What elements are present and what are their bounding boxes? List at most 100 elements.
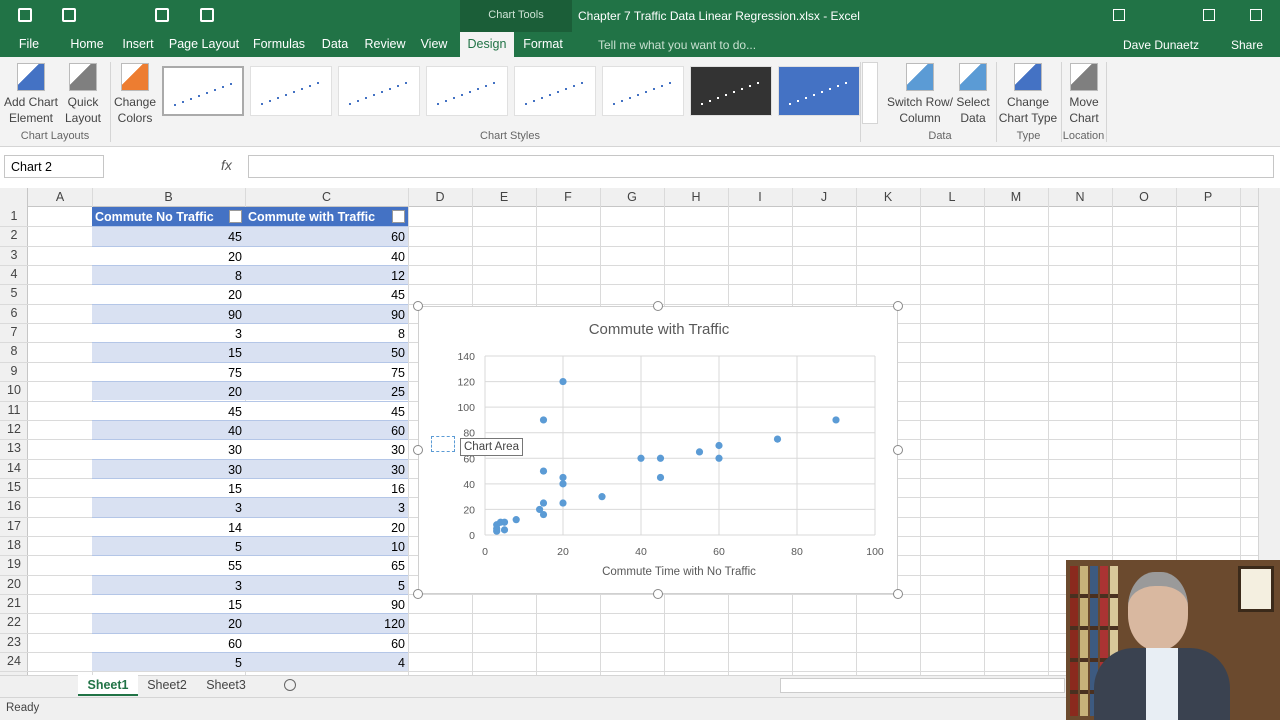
ribbon-tab[interactable]: Design [460,32,514,57]
toolbar-icon[interactable] [62,8,76,22]
window-control[interactable] [1113,9,1125,21]
column-header[interactable]: B [164,190,173,204]
toolbar-icon[interactable] [18,8,32,22]
selection-handle[interactable] [413,301,423,311]
column-header[interactable]: N [1075,190,1085,204]
selection-handle[interactable] [893,589,903,599]
filter-button[interactable] [229,210,242,223]
formula-input[interactable] [248,155,1274,178]
table-cell[interactable]: 120 [245,613,408,633]
row-header[interactable]: 24 [7,654,21,669]
toolbar-icon[interactable] [200,8,214,22]
selection-handle[interactable] [413,445,423,455]
table-cell[interactable]: 60 [245,632,408,653]
sheet-tab[interactable]: Sheet2 [147,678,187,692]
table-cell[interactable]: 40 [245,245,408,266]
ribbon-tab[interactable]: Home [70,37,104,51]
ribbon-button-label[interactable]: Add Chart [3,95,59,109]
row-header[interactable]: 9 [10,363,18,378]
table-cell[interactable]: 3 [92,323,245,343]
ribbon-tab[interactable]: Insert [122,37,154,51]
window-control[interactable] [1250,9,1262,21]
ribbon-button-label[interactable]: Column [899,111,941,125]
row-header[interactable]: 4 [10,267,18,282]
row-header[interactable]: 7 [10,325,18,340]
gallery-scroll[interactable] [862,62,878,124]
ribbon-tab[interactable]: View [420,37,448,51]
row-header[interactable]: 19 [7,557,21,572]
row-header[interactable]: 2 [10,228,18,243]
row-header[interactable]: 20 [7,576,21,591]
ribbon-button-label[interactable]: Switch Row/ [886,95,954,109]
selection-handle[interactable] [653,301,663,311]
quick-access-icons[interactable] [18,8,268,24]
table-cell[interactable]: 75 [245,361,408,382]
row-header[interactable]: 16 [7,499,21,514]
ribbon-button-icon[interactable] [17,63,45,91]
tell-me[interactable]: Tell me what you want to do... [598,38,757,52]
ribbon-button-label[interactable]: Move [1069,95,1099,109]
table-cell[interactable]: 60 [92,632,245,653]
column-header[interactable]: D [435,190,445,204]
ribbon-button-label[interactable]: Colors [117,111,153,125]
table-header-cell[interactable]: Commute No Traffic [92,207,245,227]
row-header[interactable]: 6 [10,305,18,320]
column-header[interactable]: A [55,190,65,204]
row-header[interactable]: 14 [7,460,21,475]
table-cell[interactable]: 12 [245,265,408,285]
ribbon-tab[interactable]: Format [523,37,563,51]
row-header[interactable]: 15 [7,479,21,494]
table-cell[interactable]: 30 [245,458,408,478]
table-cell[interactable]: 30 [92,458,245,478]
table-cell[interactable]: 20 [92,613,245,633]
row-header[interactable]: 8 [10,344,18,359]
user-name[interactable]: Dave Dunaetz [1123,38,1200,52]
row-header[interactable]: 12 [7,421,21,436]
column-header[interactable]: H [691,190,701,204]
sheet-tab[interactable]: Sheet3 [206,678,246,692]
column-header[interactable]: L [948,190,956,204]
column-header[interactable]: G [627,190,637,204]
column-header[interactable]: I [758,190,762,204]
ribbon-button-icon[interactable] [906,63,934,91]
table-cell[interactable]: 30 [245,439,408,459]
filter-button[interactable] [392,210,405,223]
row-header[interactable]: 23 [7,634,21,649]
row-header[interactable]: 1 [10,209,18,223]
table-cell[interactable]: 3 [92,574,245,594]
table-cell[interactable]: 8 [245,323,408,343]
table-cell[interactable]: 65 [245,555,408,575]
table-cell[interactable]: 40 [92,419,245,440]
row-header[interactable]: 3 [10,247,18,262]
row-header[interactable]: 17 [7,518,21,533]
ribbon-button-label[interactable]: Change [113,95,157,109]
ribbon-button-icon[interactable] [1014,63,1042,91]
ribbon-tab[interactable]: File [18,37,40,51]
table-cell[interactable]: 10 [245,535,408,556]
table-cell[interactable]: 5 [245,574,408,594]
column-header[interactable]: M [1010,190,1022,204]
table-header-cell[interactable]: Commute with Traffic [245,207,408,227]
row-header[interactable]: 21 [7,596,21,610]
ribbon-tab[interactable]: Review [364,37,406,51]
window-control[interactable] [1203,9,1215,21]
selection-handle[interactable] [893,445,903,455]
row-header[interactable]: 13 [7,441,21,456]
chart-style-thumbnail[interactable] [778,66,860,116]
table-cell[interactable]: 45 [92,400,245,420]
column-header[interactable]: E [499,190,509,204]
share-button[interactable]: Share [1231,38,1264,52]
chart-style-thumbnail[interactable] [426,66,508,116]
table-cell[interactable]: 45 [245,400,408,420]
row-header[interactable]: 18 [7,537,21,552]
table-cell[interactable]: 45 [245,284,408,304]
table-cell[interactable]: 90 [245,303,408,324]
table-cell[interactable]: 14 [92,516,245,536]
table-cell[interactable]: 5 [92,535,245,556]
table-cell[interactable]: 60 [245,226,408,246]
ribbon-button-label[interactable]: Element [8,111,54,125]
table-cell[interactable]: 5 [92,652,245,672]
ribbon-button-label[interactable]: Layout [64,111,102,125]
table-cell[interactable]: 20 [92,284,245,304]
table-cell[interactable]: 8 [92,265,245,285]
